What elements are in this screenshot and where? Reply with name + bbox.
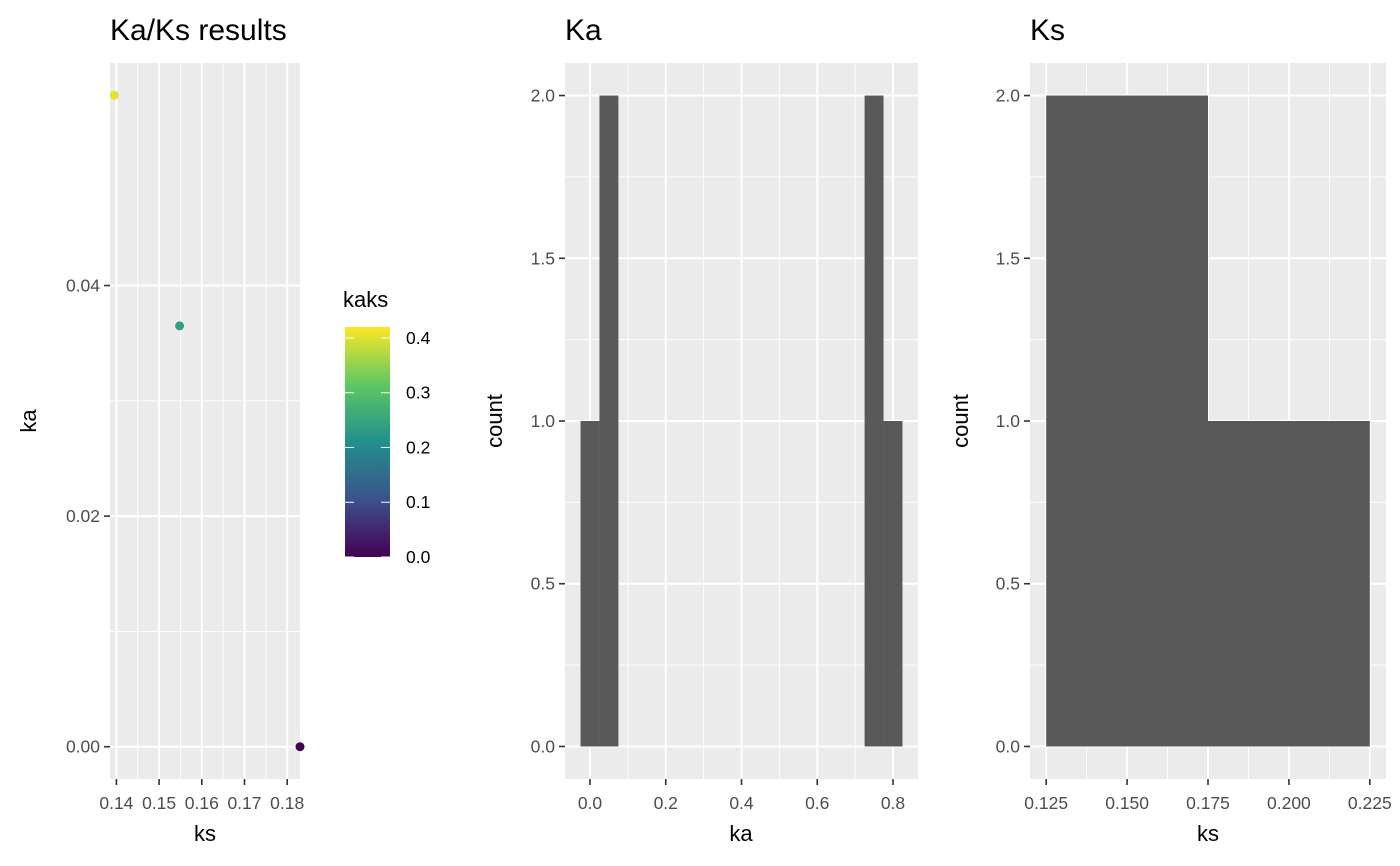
ks-x-axis-title: ks — [1197, 821, 1219, 846]
ka-bars — [580, 95, 903, 747]
x-tick-label: 0.15 — [142, 793, 176, 813]
kaks-colorbar-legend: kaks 0.0 0.1 0.2 0.3 0.4 — [343, 287, 431, 567]
x-tick-label: 0.14 — [99, 793, 133, 813]
x-tick-label: 0.225 — [1348, 793, 1392, 813]
ka-title: Ka — [565, 14, 602, 47]
histogram-bar — [864, 95, 884, 747]
ks-histogram-panel: Ks 0.125 0.150 0.175 0.200 0.225 0.0 0.5 1.0 1.… — [948, 14, 1392, 846]
ks-y-axis: 0.0 0.5 1.0 1.5 2.0 — [996, 86, 1030, 756]
y-tick-label: 0.5 — [531, 574, 555, 594]
legend-tick-label: 0.2 — [406, 437, 430, 457]
legend-tick-label: 0.0 — [406, 547, 431, 567]
histogram-bar — [1208, 421, 1370, 747]
y-tick-label: 1.0 — [996, 411, 1021, 431]
histogram-bar — [883, 421, 903, 747]
y-tick-label: 0.0 — [531, 736, 556, 756]
x-tick-label: 0.16 — [185, 793, 219, 813]
legend-colorbar — [345, 327, 390, 557]
y-tick-label: 1.5 — [996, 248, 1020, 268]
ka-x-axis: 0.0 0.2 0.4 0.6 0.8 — [578, 779, 905, 813]
y-tick-label: 2.0 — [996, 86, 1021, 106]
legend-ticks: 0.0 0.1 0.2 0.3 0.4 — [345, 328, 431, 567]
scatter-plot-background — [110, 63, 300, 779]
ks-bars — [1046, 95, 1370, 747]
scatter-title: Ka/Ks results — [110, 14, 287, 47]
legend-tick-label: 0.1 — [406, 492, 430, 512]
histogram-bar — [580, 421, 600, 747]
x-tick-label: 0.4 — [729, 793, 754, 813]
ka-y-axis: 0.0 0.5 1.0 1.5 2.0 — [531, 86, 565, 756]
x-tick-label: 0.125 — [1024, 793, 1068, 813]
scatter-point — [175, 321, 185, 331]
scatter-point — [109, 90, 119, 100]
x-tick-label: 0.0 — [578, 793, 603, 813]
x-tick-label: 0.18 — [270, 793, 304, 813]
legend-tick-label: 0.4 — [406, 328, 431, 348]
histogram-bar — [599, 95, 619, 747]
x-tick-label: 0.200 — [1267, 793, 1311, 813]
scatter-gridlines — [110, 63, 300, 779]
scatter-points — [109, 90, 305, 752]
ks-title: Ks — [1030, 14, 1065, 47]
y-tick-label: 0.5 — [996, 574, 1020, 594]
x-tick-label: 0.175 — [1186, 793, 1230, 813]
ka-histogram-panel: Ka 0.0 0.2 0.4 0.6 0.8 0.0 0.5 1.0 1.5 2.0 ka co… — [482, 14, 918, 846]
legend-tick-label: 0.3 — [406, 383, 430, 403]
y-tick-label: 1.5 — [531, 248, 555, 268]
y-tick-label: 1.0 — [531, 411, 556, 431]
ks-x-axis: 0.125 0.150 0.175 0.200 0.225 — [1024, 779, 1392, 813]
y-tick-label: 0.0 — [996, 736, 1021, 756]
scatter-panel: Ka/Ks results 0.14 0.15 0.16 0.17 0.18 0.000… — [16, 14, 305, 846]
x-tick-label: 0.150 — [1105, 793, 1149, 813]
scatter-x-axis: 0.14 0.15 0.16 0.17 0.18 — [99, 779, 304, 813]
scatter-y-axis-title: ka — [16, 409, 41, 433]
x-tick-label: 0.6 — [805, 793, 829, 813]
ka-x-axis-title: ka — [729, 821, 753, 846]
scatter-y-axis: 0.00 0.02 0.04 — [66, 276, 110, 757]
x-tick-label: 0.17 — [227, 793, 261, 813]
ks-y-axis-title: count — [948, 394, 973, 448]
x-tick-label: 0.8 — [881, 793, 905, 813]
y-tick-label: 0.04 — [66, 276, 100, 296]
legend-title: kaks — [343, 287, 388, 312]
scatter-x-axis-title: ks — [194, 821, 216, 846]
y-tick-label: 0.00 — [66, 737, 100, 757]
y-tick-label: 2.0 — [531, 86, 556, 106]
ka-y-axis-title: count — [482, 394, 507, 448]
scatter-point — [295, 742, 305, 752]
y-tick-label: 0.02 — [66, 506, 100, 526]
histogram-bar — [1046, 95, 1208, 747]
x-tick-label: 0.2 — [654, 793, 678, 813]
